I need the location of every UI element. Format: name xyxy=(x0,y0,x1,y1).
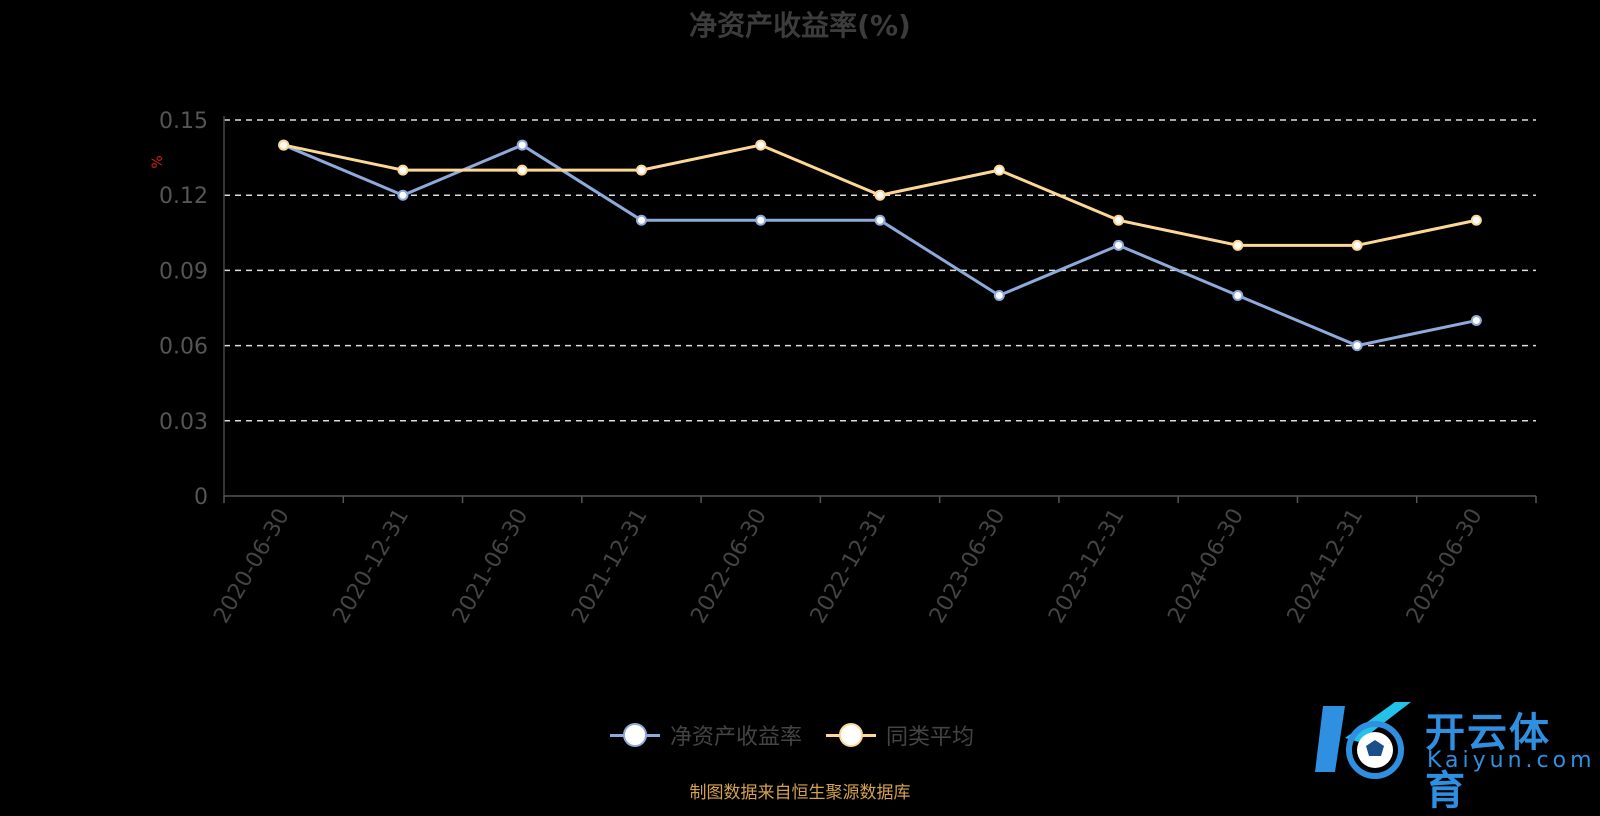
data-point-0 xyxy=(516,139,528,151)
data-point-1 xyxy=(397,164,409,176)
data-point-1 xyxy=(635,164,647,176)
legend-swatch-peer-avg xyxy=(826,722,877,748)
data-point-1 xyxy=(1470,214,1482,226)
data-point-1 xyxy=(993,164,1005,176)
x-tick-label: 2025-06-30 xyxy=(1402,505,1488,628)
legend-label-roe: 净资产收益率 xyxy=(670,725,803,750)
watermark-brand: 开云体育 xyxy=(1425,710,1551,814)
data-point-0 xyxy=(874,214,886,226)
watermark-domain: Kaiyun.com xyxy=(1427,748,1596,773)
legend-swatch-roe xyxy=(610,722,660,748)
data-point-0 xyxy=(1113,239,1125,251)
x-tick-label: 2023-12-31 xyxy=(1044,505,1130,628)
x-tick-label: 2021-12-31 xyxy=(567,505,653,628)
y-tick-label: 0 xyxy=(194,485,208,510)
data-point-0 xyxy=(397,189,409,201)
data-point-0 xyxy=(1232,289,1244,301)
legend-label-peer-avg: 同类平均 xyxy=(886,725,975,750)
data-point-1 xyxy=(278,139,290,151)
y-tick-label: 0.15 xyxy=(159,109,208,134)
data-point-1 xyxy=(1232,239,1244,251)
data-point-1 xyxy=(755,139,767,151)
data-point-0 xyxy=(755,214,767,226)
y-axis-unit-label: % xyxy=(150,155,166,168)
y-tick-label: 0.03 xyxy=(159,410,208,435)
chart-title: 净资产收益率(%) xyxy=(689,9,911,42)
y-tick-label: 0.09 xyxy=(159,259,208,284)
data-point-0 xyxy=(635,214,647,226)
data-point-0 xyxy=(1351,340,1363,352)
x-tick-label: 2022-12-31 xyxy=(806,505,892,628)
legend[interactable]: 净资产收益率 同类平均 xyxy=(610,720,974,750)
legend-item-roe[interactable]: 净资产收益率 xyxy=(610,719,802,751)
x-tick-label: 2022-06-30 xyxy=(686,505,772,628)
x-tick-label: 2024-12-31 xyxy=(1283,505,1369,628)
soccer-ball-logo-icon xyxy=(1315,702,1411,779)
data-source-note: 制图数据来自恒生聚源数据库 xyxy=(689,783,911,803)
x-tick-label: 2020-06-30 xyxy=(209,505,295,628)
data-point-1 xyxy=(1113,214,1125,226)
legend-item-peer-avg[interactable]: 同类平均 xyxy=(826,719,974,751)
y-tick-label: 0.06 xyxy=(159,335,208,360)
data-point-1 xyxy=(1351,239,1363,251)
y-tick-label: 0.12 xyxy=(159,184,208,209)
x-tick-label: 2023-06-30 xyxy=(925,505,1011,628)
data-point-1 xyxy=(874,189,886,201)
data-point-0 xyxy=(1470,315,1482,327)
x-tick-label: 2021-06-30 xyxy=(448,505,534,628)
x-tick-label: 2024-06-30 xyxy=(1163,505,1249,628)
x-tick-label: 2020-12-31 xyxy=(329,504,415,627)
watermark-logo: 开云体育 Kaiyun.com xyxy=(1315,698,1592,814)
data-point-1 xyxy=(516,164,528,176)
data-point-0 xyxy=(993,289,1005,301)
